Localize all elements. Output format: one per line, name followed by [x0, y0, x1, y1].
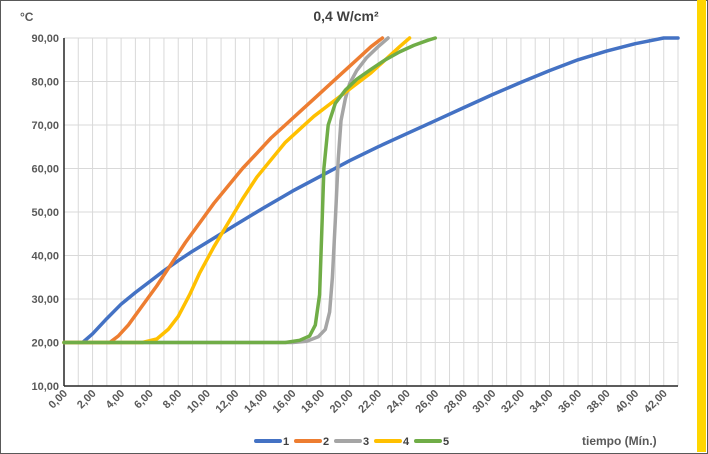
x-tick-label: 32,00 [499, 388, 527, 416]
x-tick-label: 6,00 [132, 388, 156, 412]
y-tick-label: 20,00 [31, 338, 59, 350]
x-tick-label: 14,00 [242, 388, 270, 416]
legend: 1 2 3 4 5 [254, 436, 449, 448]
x-tick-label: 36,00 [556, 388, 584, 416]
legend-label-3: 3 [363, 436, 369, 448]
y-tick-label: 90,00 [31, 33, 59, 45]
y-tick-label: 50,00 [31, 207, 59, 219]
legend-label-5: 5 [443, 436, 449, 448]
x-tick-label: 4,00 [104, 388, 128, 412]
series-line-5 [62, 36, 438, 345]
series-line-3 [62, 36, 390, 345]
y-tick-label: 80,00 [31, 77, 59, 89]
legend-label-4: 4 [403, 436, 410, 448]
x-axis-label: tiempo (Mín.) [582, 434, 657, 448]
x-tick-label: 30,00 [471, 388, 499, 416]
series-line-4 [62, 36, 412, 345]
x-tick-label: 34,00 [528, 388, 556, 416]
y-tick-label: 30,00 [31, 294, 59, 306]
x-tick-label: 26,00 [413, 388, 441, 416]
x-tick-label: 10,00 [185, 388, 213, 416]
chart-title: 0,4 W/cm² [313, 8, 379, 24]
x-tick-label: 42,00 [642, 388, 670, 416]
x-tick-label: 40,00 [613, 388, 641, 416]
yellow-edge-bar [697, 0, 706, 452]
legend-label-2: 2 [323, 436, 329, 448]
x-tick-label: 38,00 [585, 388, 613, 416]
x-tick-label: 16,00 [271, 388, 299, 416]
x-tick-label: 20,00 [328, 388, 356, 416]
y-tick-label: 60,00 [31, 164, 59, 176]
y-tick-label: 10,00 [31, 381, 59, 393]
x-tick-label: 12,00 [214, 388, 242, 416]
y-tick-label: 40,00 [31, 251, 59, 263]
x-tick-label: 22,00 [356, 388, 384, 416]
y-tick-label: 70,00 [31, 120, 59, 132]
series-line-1 [62, 36, 680, 345]
x-tick-label: 18,00 [299, 388, 327, 416]
series-line-2 [62, 36, 385, 345]
x-tick-label: 2,00 [75, 388, 99, 412]
x-tick-label: 28,00 [442, 388, 470, 416]
x-tick-label: 8,00 [161, 388, 185, 412]
legend-label-1: 1 [283, 436, 289, 448]
y-axis-label: °C [20, 10, 34, 24]
x-tick-label: 24,00 [385, 388, 413, 416]
